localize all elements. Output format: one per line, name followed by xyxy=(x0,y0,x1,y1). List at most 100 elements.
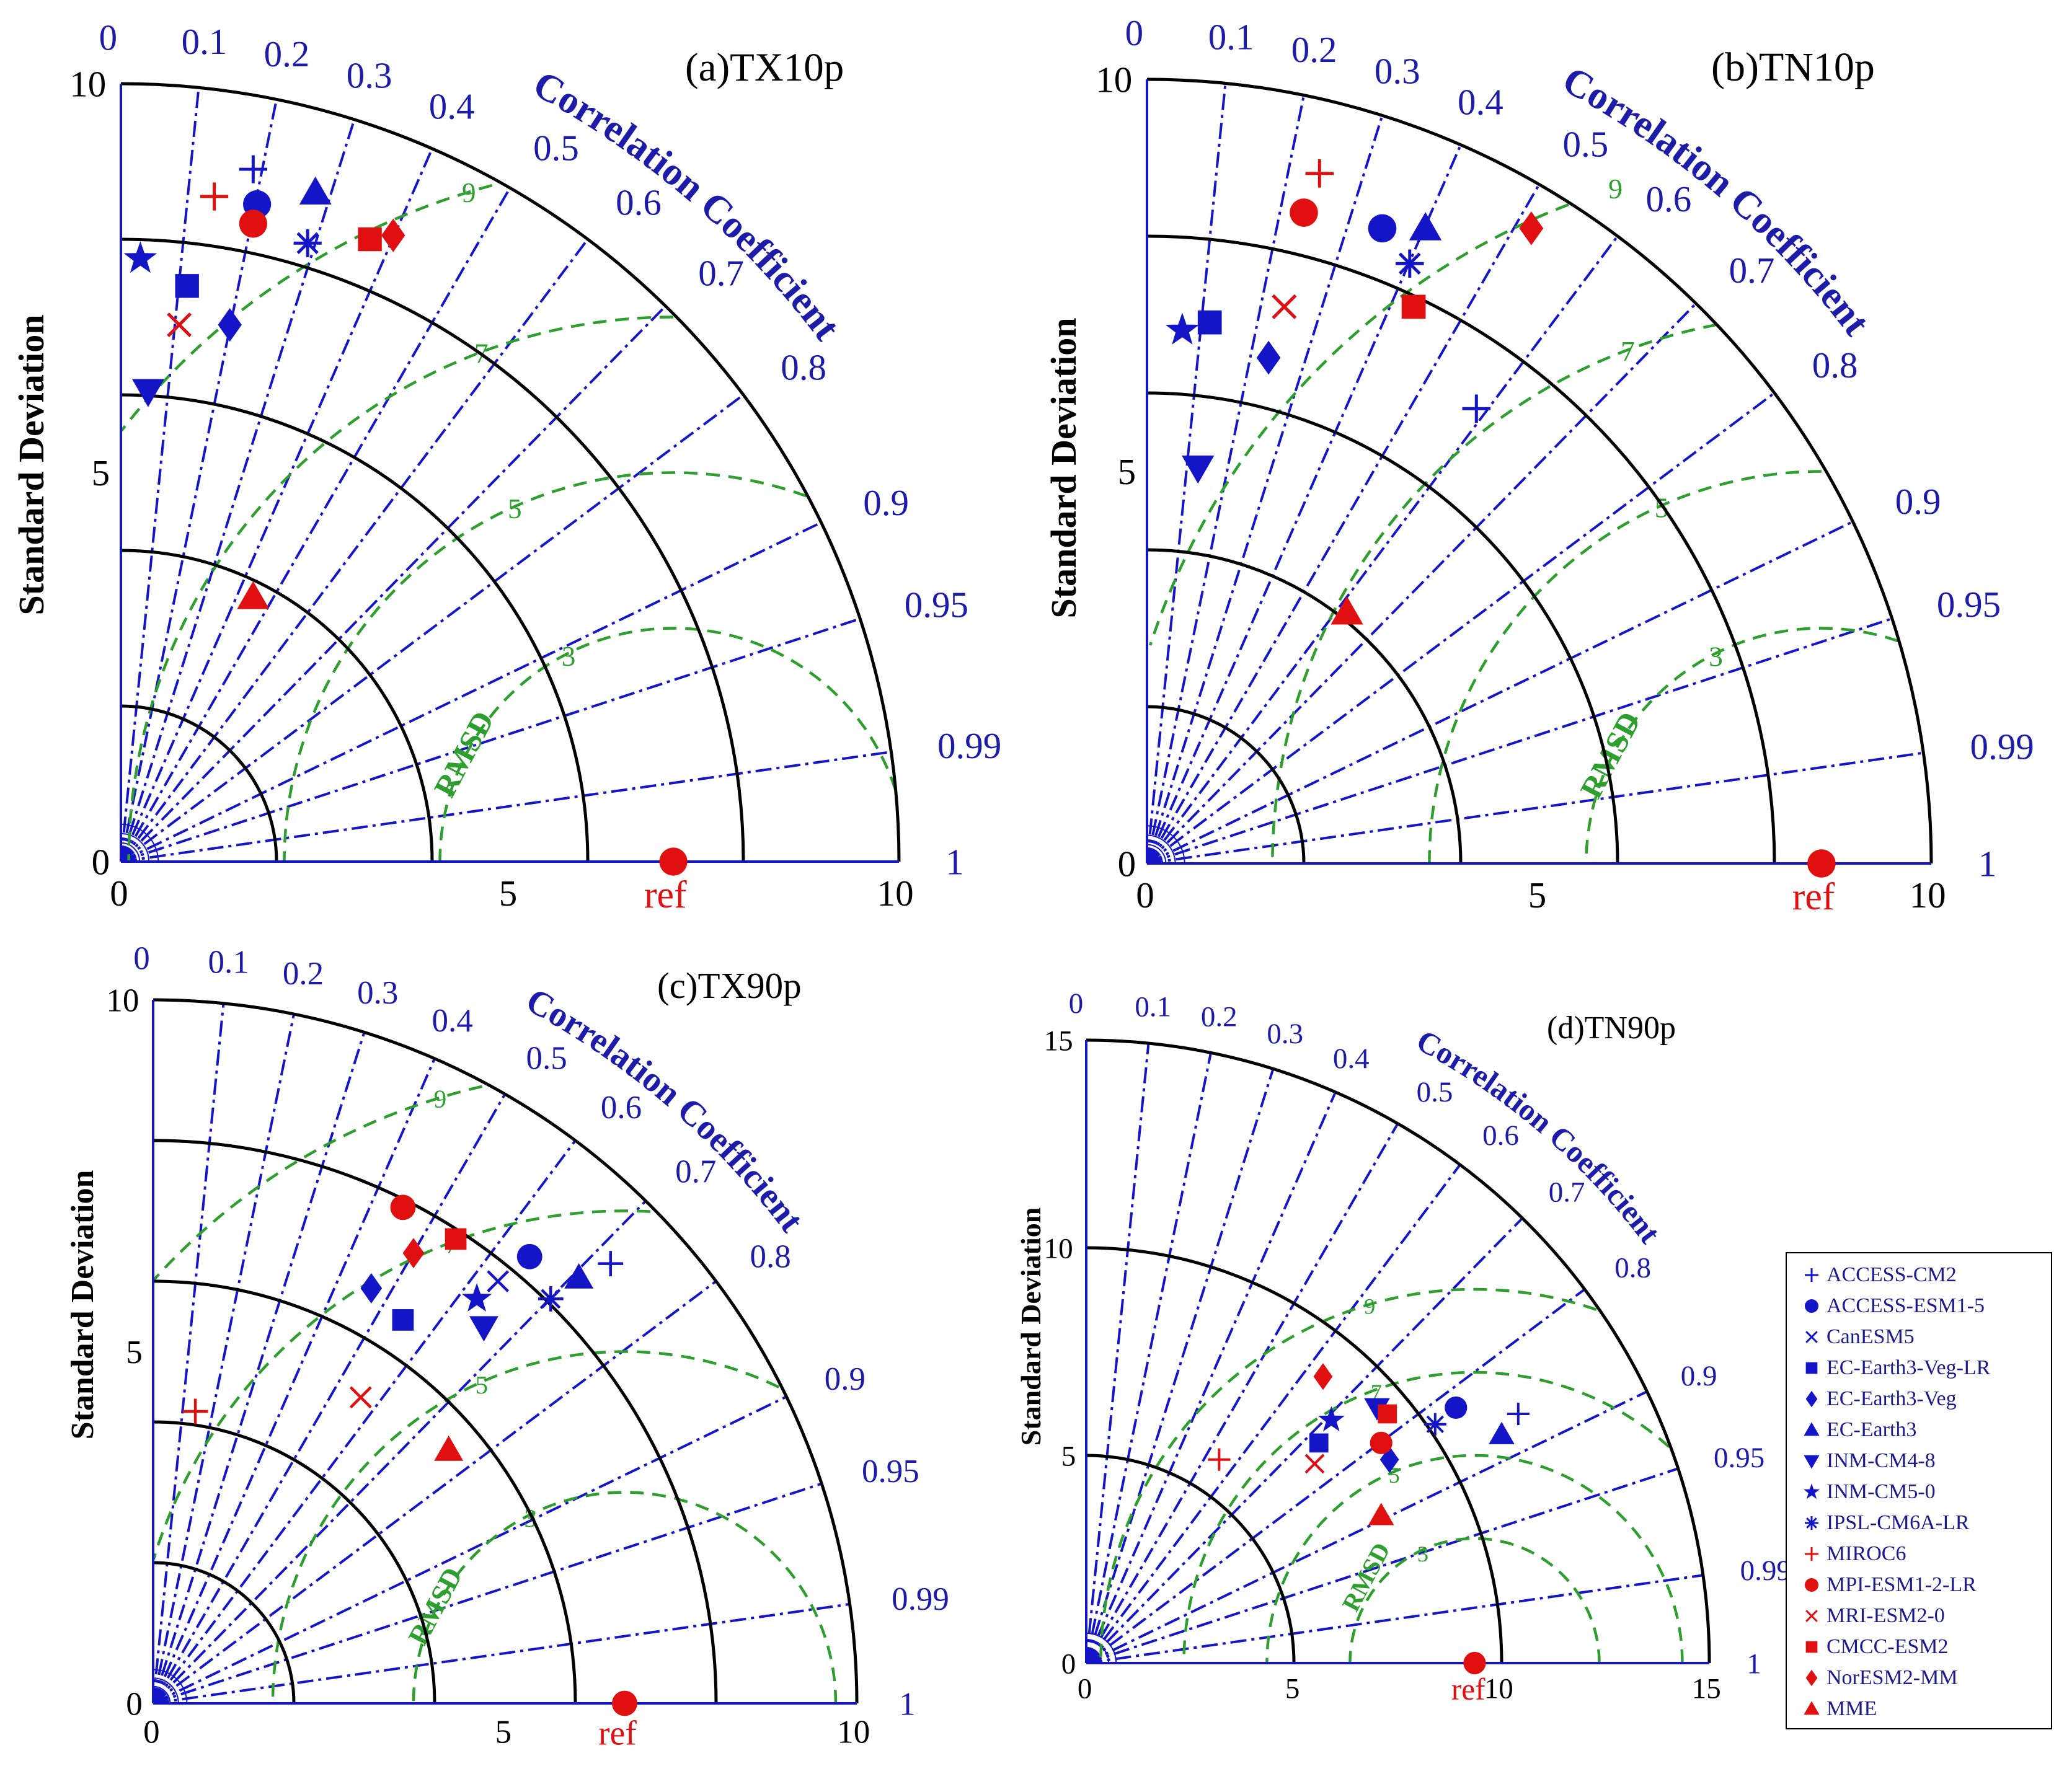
correlation-ray xyxy=(1085,1068,1275,1664)
ref-label: ref xyxy=(598,1714,637,1752)
correlation-tick-label: 0.9 xyxy=(863,482,909,523)
legend-item: NorESM2-MM xyxy=(1798,1662,2051,1693)
legend-marker xyxy=(1805,1578,1818,1592)
origin-arc xyxy=(1086,1632,1117,1664)
x-tick-label: 5 xyxy=(1528,875,1547,916)
legend-item: MME xyxy=(1798,1693,2051,1724)
y-tick-label: 0 xyxy=(126,1687,143,1723)
marker-stroke xyxy=(1304,1454,1325,1474)
rmsd-label: 3 xyxy=(1417,1542,1428,1566)
point-inm-cm5-0 xyxy=(461,1282,492,1312)
correlation-tick-label: 0.95 xyxy=(1714,1442,1765,1474)
point-mri-esm2-0 xyxy=(1272,294,1297,319)
correlation-ray xyxy=(120,521,822,863)
point-cmcc-esm2 xyxy=(358,227,382,252)
correlation-tick-label: 0.1 xyxy=(1208,16,1254,57)
rmsd-contour xyxy=(152,1209,651,1560)
correlation-ray xyxy=(120,238,589,863)
correlation-title: Correlation Coefficient xyxy=(526,62,849,348)
reference-point: ref xyxy=(1451,1651,1486,1706)
point-miroc6 xyxy=(200,182,229,211)
correlation-tick-label: 0.95 xyxy=(905,584,968,625)
legend-label: CanESM5 xyxy=(1827,1325,1915,1348)
correlation-tick-label: 0.4 xyxy=(1333,1043,1370,1075)
origin-arc xyxy=(153,1677,179,1704)
std-arc xyxy=(153,1561,296,1704)
correlation-ray xyxy=(1146,95,1305,864)
correlation-tick-label: 1 xyxy=(1747,1648,1761,1680)
panel-title: (d)TN90p xyxy=(1547,1010,1676,1046)
x-tick-label: 0 xyxy=(1078,1672,1092,1705)
correlation-tick-label: 1 xyxy=(945,842,964,883)
correlation-tick-label: 1 xyxy=(899,1687,916,1723)
correlation-ray xyxy=(1085,1288,1586,1664)
marker-shape xyxy=(1317,1406,1345,1432)
point-noresm2-mm xyxy=(381,218,405,252)
marker-shape xyxy=(1804,1455,1820,1469)
x-tick-label: 5 xyxy=(1285,1672,1300,1705)
point-access-esm1-5 xyxy=(516,1243,542,1269)
point-mme xyxy=(1368,1503,1394,1525)
correlation-rays xyxy=(152,1003,850,1705)
legend-marker-icon xyxy=(1805,1578,1818,1592)
std-arc xyxy=(153,1279,577,1704)
correlation-tick-label: 0.8 xyxy=(781,346,826,387)
legend-label: INM-CM5-0 xyxy=(1827,1480,1936,1503)
correlation-title: Correlation Coefficient xyxy=(520,981,811,1239)
correlation-ray xyxy=(1146,144,1462,864)
std-arc xyxy=(1146,391,1619,864)
marker-shape xyxy=(461,1282,492,1312)
point-miroc6 xyxy=(1305,159,1334,188)
point-ec-earth3-veg-lr xyxy=(392,1309,414,1331)
legend: ACCESS-CM2 ACCESS-ESM1-5 CanESM5 EC-Earth3-… xyxy=(1786,1252,2052,1729)
legend-item: MPI-ESM1-2-LR xyxy=(1798,1569,2051,1600)
correlation-tick-label: 0.3 xyxy=(1375,51,1420,92)
point-inm-cm4-8 xyxy=(469,1316,498,1342)
legend-marker-icon xyxy=(1804,1422,1820,1436)
marker-shape xyxy=(1309,1433,1329,1453)
panel-title: (c)TX90p xyxy=(657,965,802,1006)
legend-marker xyxy=(1805,1268,1818,1282)
correlation-ray xyxy=(1085,1052,1212,1664)
std-arc xyxy=(1086,1454,1296,1664)
origin-arc xyxy=(120,823,159,862)
correlation-ray xyxy=(120,148,433,862)
reference-point: ref xyxy=(644,847,688,916)
correlation-tick-label: 0.99 xyxy=(937,725,1001,766)
point-cmcc-esm2 xyxy=(445,1228,467,1250)
point-access-esm1-5 xyxy=(1368,214,1397,243)
correlation-ray xyxy=(152,1057,436,1704)
correlation-tick-label: 0.95 xyxy=(1937,584,2001,625)
correlation-tick-label: 0.5 xyxy=(1417,1076,1453,1108)
legend-item: ACCESS-CM2 xyxy=(1798,1260,2051,1291)
legend-label: INM-CM4-8 xyxy=(1827,1449,1936,1472)
correlation-tick-label: 0.9 xyxy=(1895,481,1941,522)
correlation-tick-label: 0 xyxy=(99,17,118,58)
marker-shape xyxy=(131,379,164,407)
correlation-tick-label: 0.5 xyxy=(526,1041,567,1077)
rmsd-contour xyxy=(1099,1287,1597,1664)
correlation-ray xyxy=(1085,1123,1399,1664)
point-ipsl-cm6a-lr xyxy=(293,229,322,257)
rmsd-label: 9 xyxy=(434,1085,446,1113)
legend-item: INM-CM4-8 xyxy=(1798,1446,2051,1476)
outer-arc xyxy=(1086,1038,1711,1664)
correlation-ray xyxy=(120,305,666,863)
marker-shape xyxy=(445,1228,467,1250)
point-ec-earth3-veg-lr xyxy=(175,274,199,298)
correlation-tick-label: 0.3 xyxy=(347,55,392,96)
rmsd-contour xyxy=(127,316,674,862)
std-arcs xyxy=(120,82,901,862)
y-tick-label: 5 xyxy=(92,452,110,493)
marker-shape xyxy=(1805,1362,1818,1374)
marker-shape xyxy=(358,227,382,252)
rmsd-contour xyxy=(412,1491,838,1704)
marker-shape xyxy=(1805,1299,1818,1313)
point-noresm2-mm xyxy=(1519,211,1544,245)
correlation-tick-label: 0.99 xyxy=(1740,1555,1791,1587)
correlation-tick-label: 0.2 xyxy=(1291,29,1337,70)
y-tick-label: 5 xyxy=(126,1335,143,1370)
legend-item: EC-Earth3-Veg xyxy=(1798,1384,2051,1415)
rmsd-contour xyxy=(283,471,807,862)
